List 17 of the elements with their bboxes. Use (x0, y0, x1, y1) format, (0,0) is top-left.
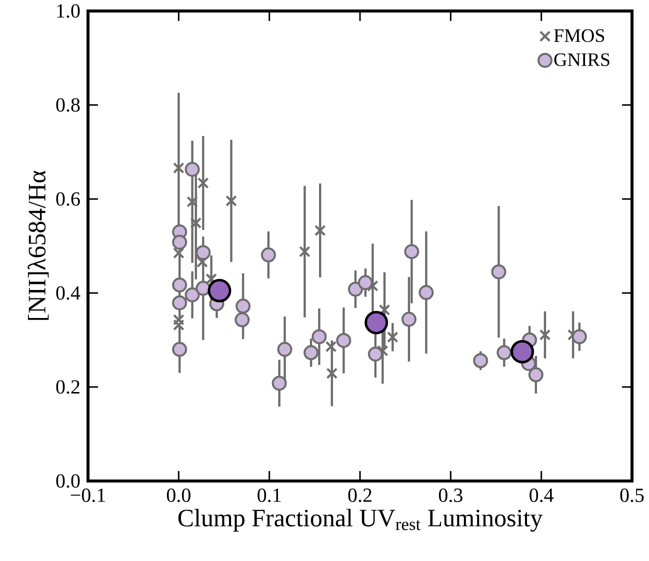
x-tick-label: 0.3 (438, 488, 462, 502)
y-tick-label: 1.0 (57, 4, 80, 18)
x-tick-label: 0.5 (620, 488, 644, 502)
y-tick-label: 0.4 (56, 286, 80, 300)
legend-label: GNIRS (554, 53, 610, 66)
y-tick-label: 0.2 (56, 380, 80, 394)
x-tick-label: 0.4 (530, 488, 554, 502)
y-tick-label: 0.0 (56, 474, 80, 488)
y-tick-label: 0.6 (56, 192, 80, 206)
x-axis-title: Clump Fractional UV$_{rest}$ Luminosity (178, 508, 543, 532)
x-tick-label: 0.2 (348, 488, 372, 502)
x-tick-label: −0.1 (70, 488, 105, 502)
y-axis-title: [NII]λ6584/Hα (28, 170, 49, 320)
x-tick-label: 0.1 (258, 488, 281, 502)
y-tick-label: 0.8 (56, 98, 80, 112)
x-tick-label: 0.0 (166, 488, 190, 502)
legend-label: FMOS (554, 29, 604, 42)
